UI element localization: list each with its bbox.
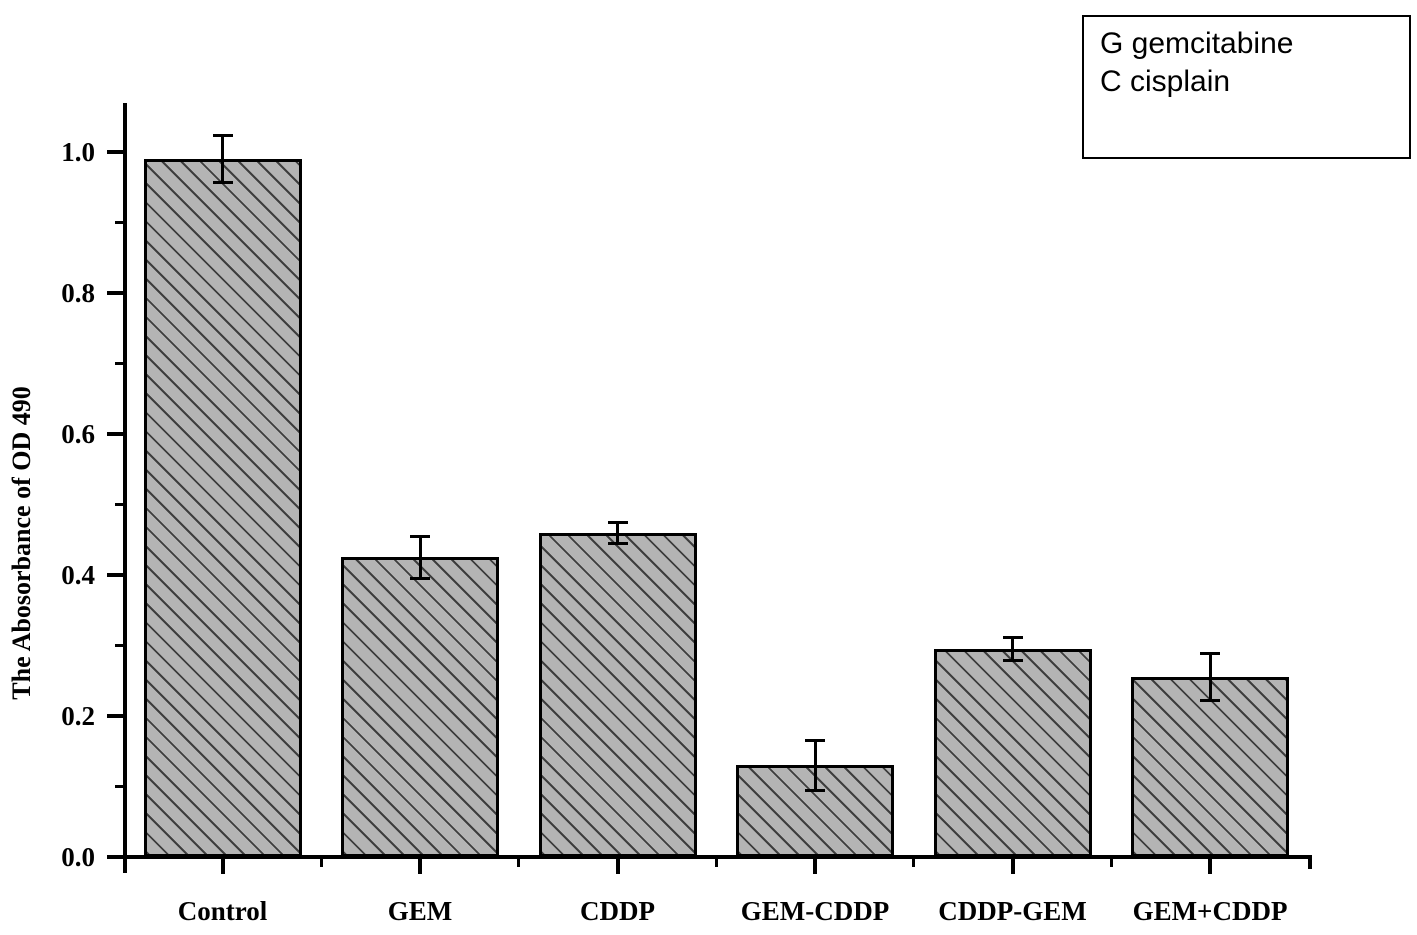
bar-gem+cddp (1131, 677, 1289, 857)
bar-cddp-gem (933, 649, 1092, 857)
x-tick-major (418, 857, 422, 874)
error-bar-stem (1011, 637, 1014, 661)
error-bar-cap-top (1200, 652, 1220, 656)
y-tick-label: 0.0 (61, 842, 95, 872)
error-bar-cap-bottom (607, 541, 628, 545)
x-axis-line (123, 855, 1312, 859)
x-tick-label: CDDP-GEM (938, 896, 1087, 926)
x-tick-label: CDDP (580, 896, 655, 926)
y-tick-major (107, 714, 125, 718)
error-bar-cap-top (805, 739, 825, 743)
x-tick-minor (912, 857, 916, 867)
x-tick-major (615, 857, 620, 874)
bar-cddp (538, 532, 697, 857)
x-tick-major (220, 857, 225, 874)
y-tick-major (107, 573, 125, 577)
error-bar-stem (418, 536, 422, 579)
x-tick-major (1208, 857, 1212, 874)
y-tick-minor (115, 644, 125, 647)
error-bar-stem (1208, 653, 1212, 701)
legend-entry: C cisplain (1100, 65, 1231, 98)
x-tick-minor (714, 857, 718, 867)
bar-gem (341, 557, 499, 857)
x-tick-minor (1109, 857, 1113, 867)
legend-box: G gemcitabine C cisplain (1082, 15, 1411, 159)
error-bar-stem (616, 522, 619, 544)
x-axis-end-tick (1308, 857, 1312, 869)
y-tick-minor (115, 221, 125, 224)
y-tick-label: 1.0 (61, 137, 95, 167)
error-bar-cap-top (212, 134, 233, 138)
error-bar-cap-bottom (212, 180, 233, 184)
error-bar-stem (221, 135, 224, 183)
x-tick-label: GEM (387, 896, 453, 926)
x-tick-major (1010, 857, 1015, 874)
error-bar-cap-top (410, 534, 430, 538)
x-tick-label: Control (177, 896, 268, 926)
error-bar-cap-bottom (1002, 658, 1023, 662)
error-bar-cap-top (607, 520, 628, 524)
error-bar-cap-top (1002, 636, 1023, 640)
y-tick-major (107, 291, 125, 295)
y-tick-label: 0.2 (61, 701, 95, 731)
y-tick-minor (115, 362, 125, 365)
y-tick-label: 0.4 (61, 560, 95, 590)
y-tick-minor (115, 503, 125, 506)
y-tick-major (107, 432, 125, 436)
x-tick-label: GEM-CDDP (740, 896, 890, 926)
y-tick-minor (115, 785, 125, 788)
x-tick-minor (517, 857, 521, 867)
error-bar-stem (813, 740, 817, 791)
y-tick-label: 0.8 (61, 278, 95, 308)
x-tick-major (813, 857, 817, 874)
bar-control (143, 159, 302, 857)
legend-entry: G gemcitabine (1100, 27, 1294, 60)
y-axis-line (123, 103, 127, 873)
error-bar-cap-bottom (805, 788, 825, 792)
y-tick-label: 0.6 (61, 419, 95, 449)
x-tick-minor (319, 857, 323, 867)
x-tick-label: GEM+CDDP (1132, 896, 1288, 926)
y-tick-major (107, 855, 125, 859)
error-bar-cap-bottom (410, 577, 430, 581)
error-bar-cap-bottom (1200, 698, 1220, 702)
y-tick-major (107, 150, 125, 154)
